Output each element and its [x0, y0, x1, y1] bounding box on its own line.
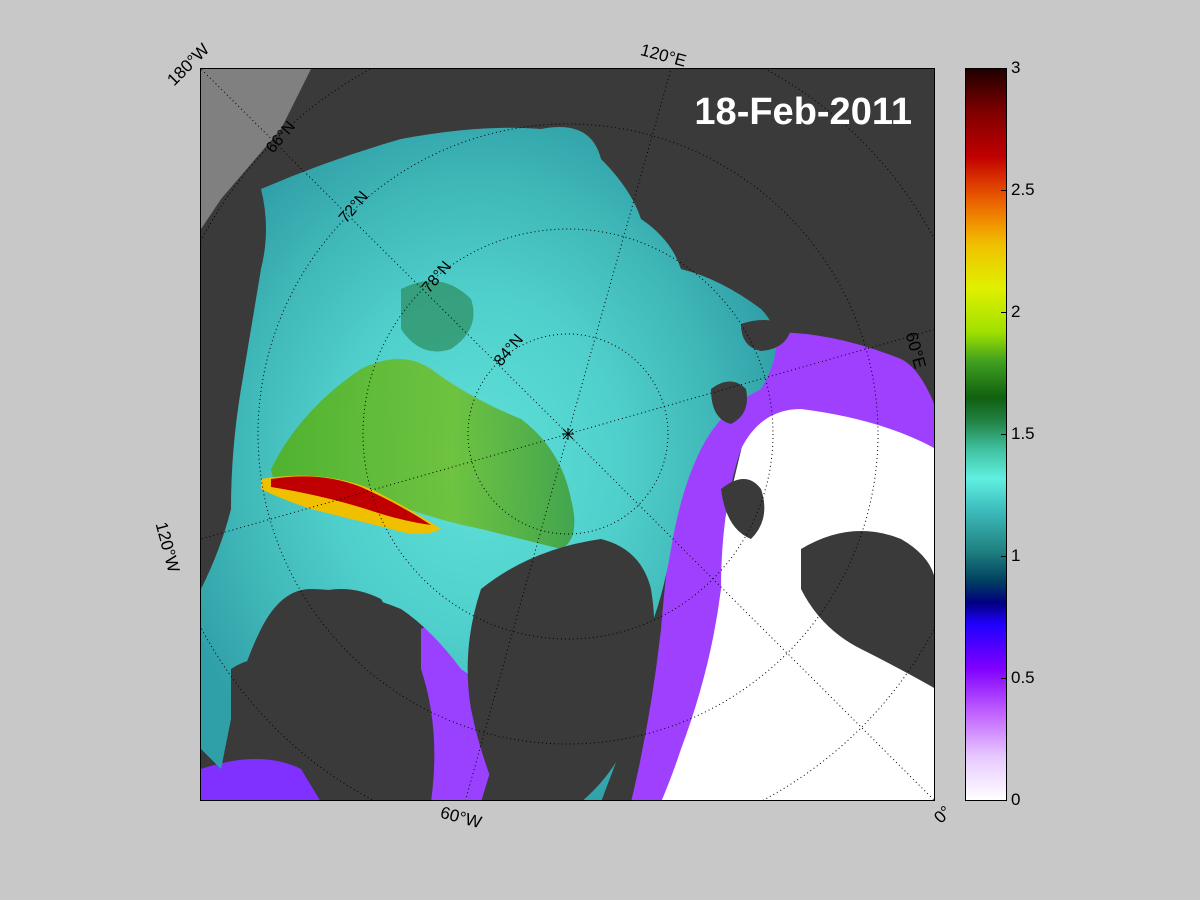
scandinavia	[801, 531, 934, 688]
svalbard	[711, 381, 747, 424]
siberia-coast	[621, 69, 934, 309]
cb-tick-label-3: 3	[1011, 58, 1021, 77]
cb-tick-mark-1	[1001, 556, 1007, 557]
open-water-region	[651, 369, 934, 800]
cb-tick-label-2-5: 2.5	[1011, 180, 1035, 199]
cb-tick-mark-2-5	[1001, 190, 1007, 191]
cb-tick-label-1-5: 1.5	[1011, 424, 1035, 443]
canadian-islands	[299, 589, 391, 663]
cb-tick-label-0-5: 0.5	[1011, 668, 1035, 687]
thick-ice-region	[271, 359, 575, 549]
thickest-ice-band	[271, 476, 431, 525]
out-of-domain-region	[201, 69, 311, 229]
cb-tick-mark-1-5	[1001, 434, 1007, 435]
cb-tick-mark-2	[1001, 312, 1007, 313]
greenland	[467, 539, 655, 800]
cb-tick-label-0: 0	[1011, 790, 1021, 809]
novaya-zemlya	[721, 479, 765, 539]
canadian-islands-2	[231, 659, 295, 743]
polar-map[interactable]: 66°N 72°N 78°N 84°N 18-Feb-2011	[200, 68, 935, 801]
alaska-coast	[201, 199, 261, 529]
date-label: 18-Feb-2011	[694, 91, 912, 133]
cb-tick-label-1: 1	[1011, 546, 1021, 565]
thick-ice-patch	[401, 281, 474, 352]
lon-label-120e: 120°E	[638, 40, 689, 71]
map-canvas: 66°N 72°N 78°N 84°N	[201, 69, 934, 800]
graticule	[201, 69, 934, 800]
cb-tick-label-2: 2	[1011, 302, 1021, 321]
thin-ice-margin-south	[201, 759, 320, 800]
cb-tick-mark-3	[1001, 68, 1007, 69]
north-pole-marker	[562, 428, 574, 440]
lon-label-60w: 60°W	[438, 802, 484, 833]
franz-josef	[741, 320, 791, 351]
lon-label-0: 0°	[930, 802, 956, 828]
thin-ice-margin-east	[631, 332, 934, 800]
lon-label-120w: 120°W	[151, 520, 184, 575]
cb-tick-mark-0-5	[1001, 678, 1007, 679]
